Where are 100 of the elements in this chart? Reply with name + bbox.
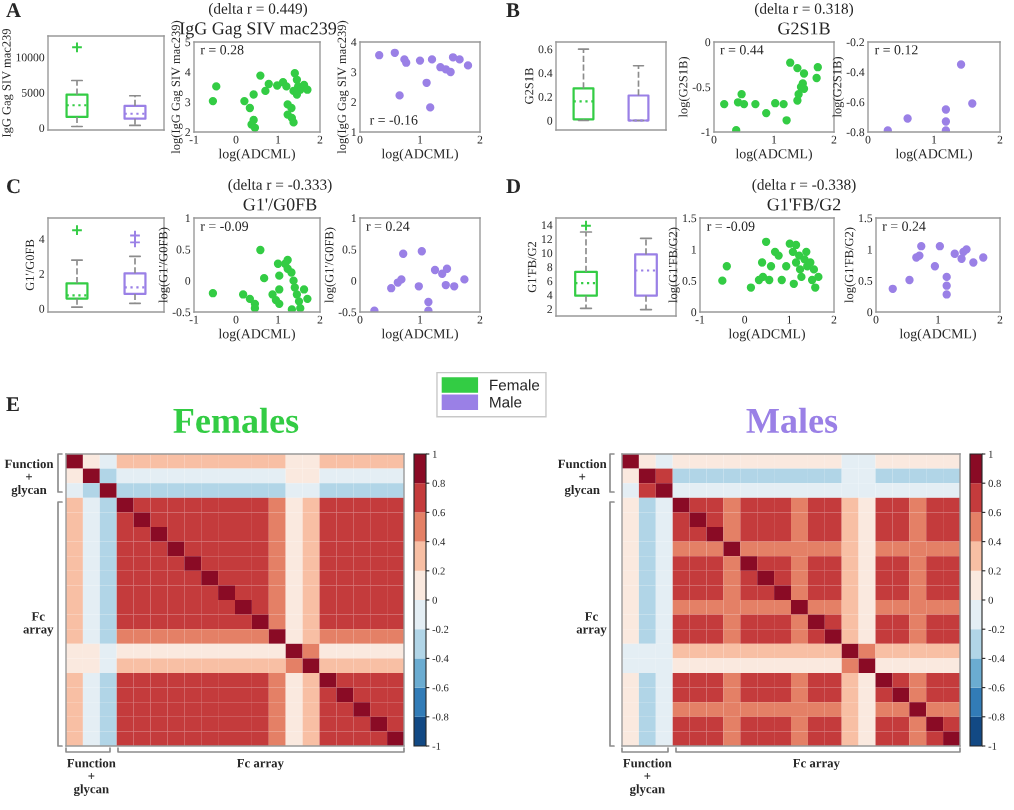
- point: [238, 290, 248, 299]
- point: [762, 108, 771, 118]
- point: [448, 53, 458, 62]
- point: [782, 262, 791, 271]
- point: [771, 99, 780, 108]
- point: [417, 247, 426, 256]
- point: [793, 63, 802, 73]
- point: [979, 253, 988, 262]
- point: [757, 258, 767, 267]
- point: [212, 82, 221, 91]
- point: [245, 103, 255, 113]
- point: [791, 240, 801, 250]
- point: [942, 290, 951, 299]
- point: [786, 58, 795, 67]
- point: [208, 96, 218, 106]
- point: [289, 118, 298, 127]
- point: [739, 99, 749, 109]
- point: [426, 103, 435, 112]
- point: [375, 51, 384, 60]
- point: [441, 280, 450, 290]
- point: [299, 285, 309, 294]
- point: [791, 258, 801, 267]
- chart-title: Females: [173, 407, 299, 434]
- chart-title: IgG Gag SIV mac239: [179, 22, 337, 39]
- point: [415, 56, 425, 65]
- point: [930, 262, 940, 271]
- point: [942, 272, 951, 282]
- chart-title: G2S1B: [778, 22, 830, 35]
- point: [446, 67, 455, 77]
- point: [250, 304, 260, 312]
- point: [956, 60, 966, 69]
- chart-title: G1'/G0FB: [243, 198, 317, 211]
- point: [722, 262, 731, 271]
- point: [813, 63, 822, 72]
- point: [387, 284, 396, 293]
- point: [455, 55, 464, 64]
- point: [442, 264, 452, 273]
- point: [777, 275, 786, 285]
- point: [795, 265, 805, 274]
- point: [903, 114, 912, 123]
- point: [256, 245, 265, 255]
- point: [294, 297, 304, 306]
- text: A: [6, 3, 21, 18]
- point: [296, 304, 305, 312]
- point: [917, 242, 926, 251]
- point: [427, 55, 437, 64]
- point: [718, 276, 727, 285]
- point: [905, 275, 914, 285]
- point: [289, 276, 298, 285]
- point: [275, 271, 284, 280]
- point: [424, 297, 433, 307]
- point: [794, 90, 803, 99]
- point: [802, 247, 811, 257]
- chart-title: G1'FB/G2: [767, 198, 841, 211]
- point: [761, 237, 771, 246]
- chart-title: Males: [746, 407, 838, 434]
- point: [292, 290, 302, 299]
- point: [261, 86, 270, 96]
- point: [969, 258, 978, 267]
- point: [264, 79, 273, 89]
- point: [450, 282, 459, 291]
- point: [950, 249, 959, 258]
- point: [942, 281, 951, 290]
- point: [799, 69, 809, 78]
- point: [290, 69, 299, 78]
- point: [720, 99, 729, 109]
- point: [812, 73, 821, 83]
- point: [941, 117, 951, 126]
- point: [765, 275, 774, 285]
- point: [303, 85, 312, 94]
- text: D: [506, 179, 521, 194]
- point: [399, 249, 408, 258]
- point: [935, 242, 945, 251]
- point: [414, 282, 423, 291]
- point: [430, 265, 440, 275]
- point: [249, 90, 258, 99]
- point: [737, 90, 746, 99]
- point: [809, 265, 819, 274]
- point: [208, 289, 218, 298]
- point: [245, 294, 255, 304]
- point: [746, 283, 756, 292]
- point: [395, 91, 404, 100]
- text: B: [506, 3, 520, 18]
- text: C: [7, 179, 20, 194]
- point: [782, 116, 791, 125]
- point: [275, 285, 284, 294]
- point: [957, 254, 966, 263]
- point: [256, 71, 265, 80]
- point: [303, 294, 312, 304]
- point: [422, 78, 431, 87]
- point: [789, 279, 798, 288]
- point: [814, 272, 823, 282]
- point: [888, 284, 897, 293]
- point: [797, 272, 806, 282]
- text: E: [6, 397, 19, 412]
- point: [272, 81, 282, 90]
- point: [751, 99, 760, 109]
- point: [463, 61, 473, 70]
- point: [968, 99, 977, 108]
- point: [259, 273, 269, 283]
